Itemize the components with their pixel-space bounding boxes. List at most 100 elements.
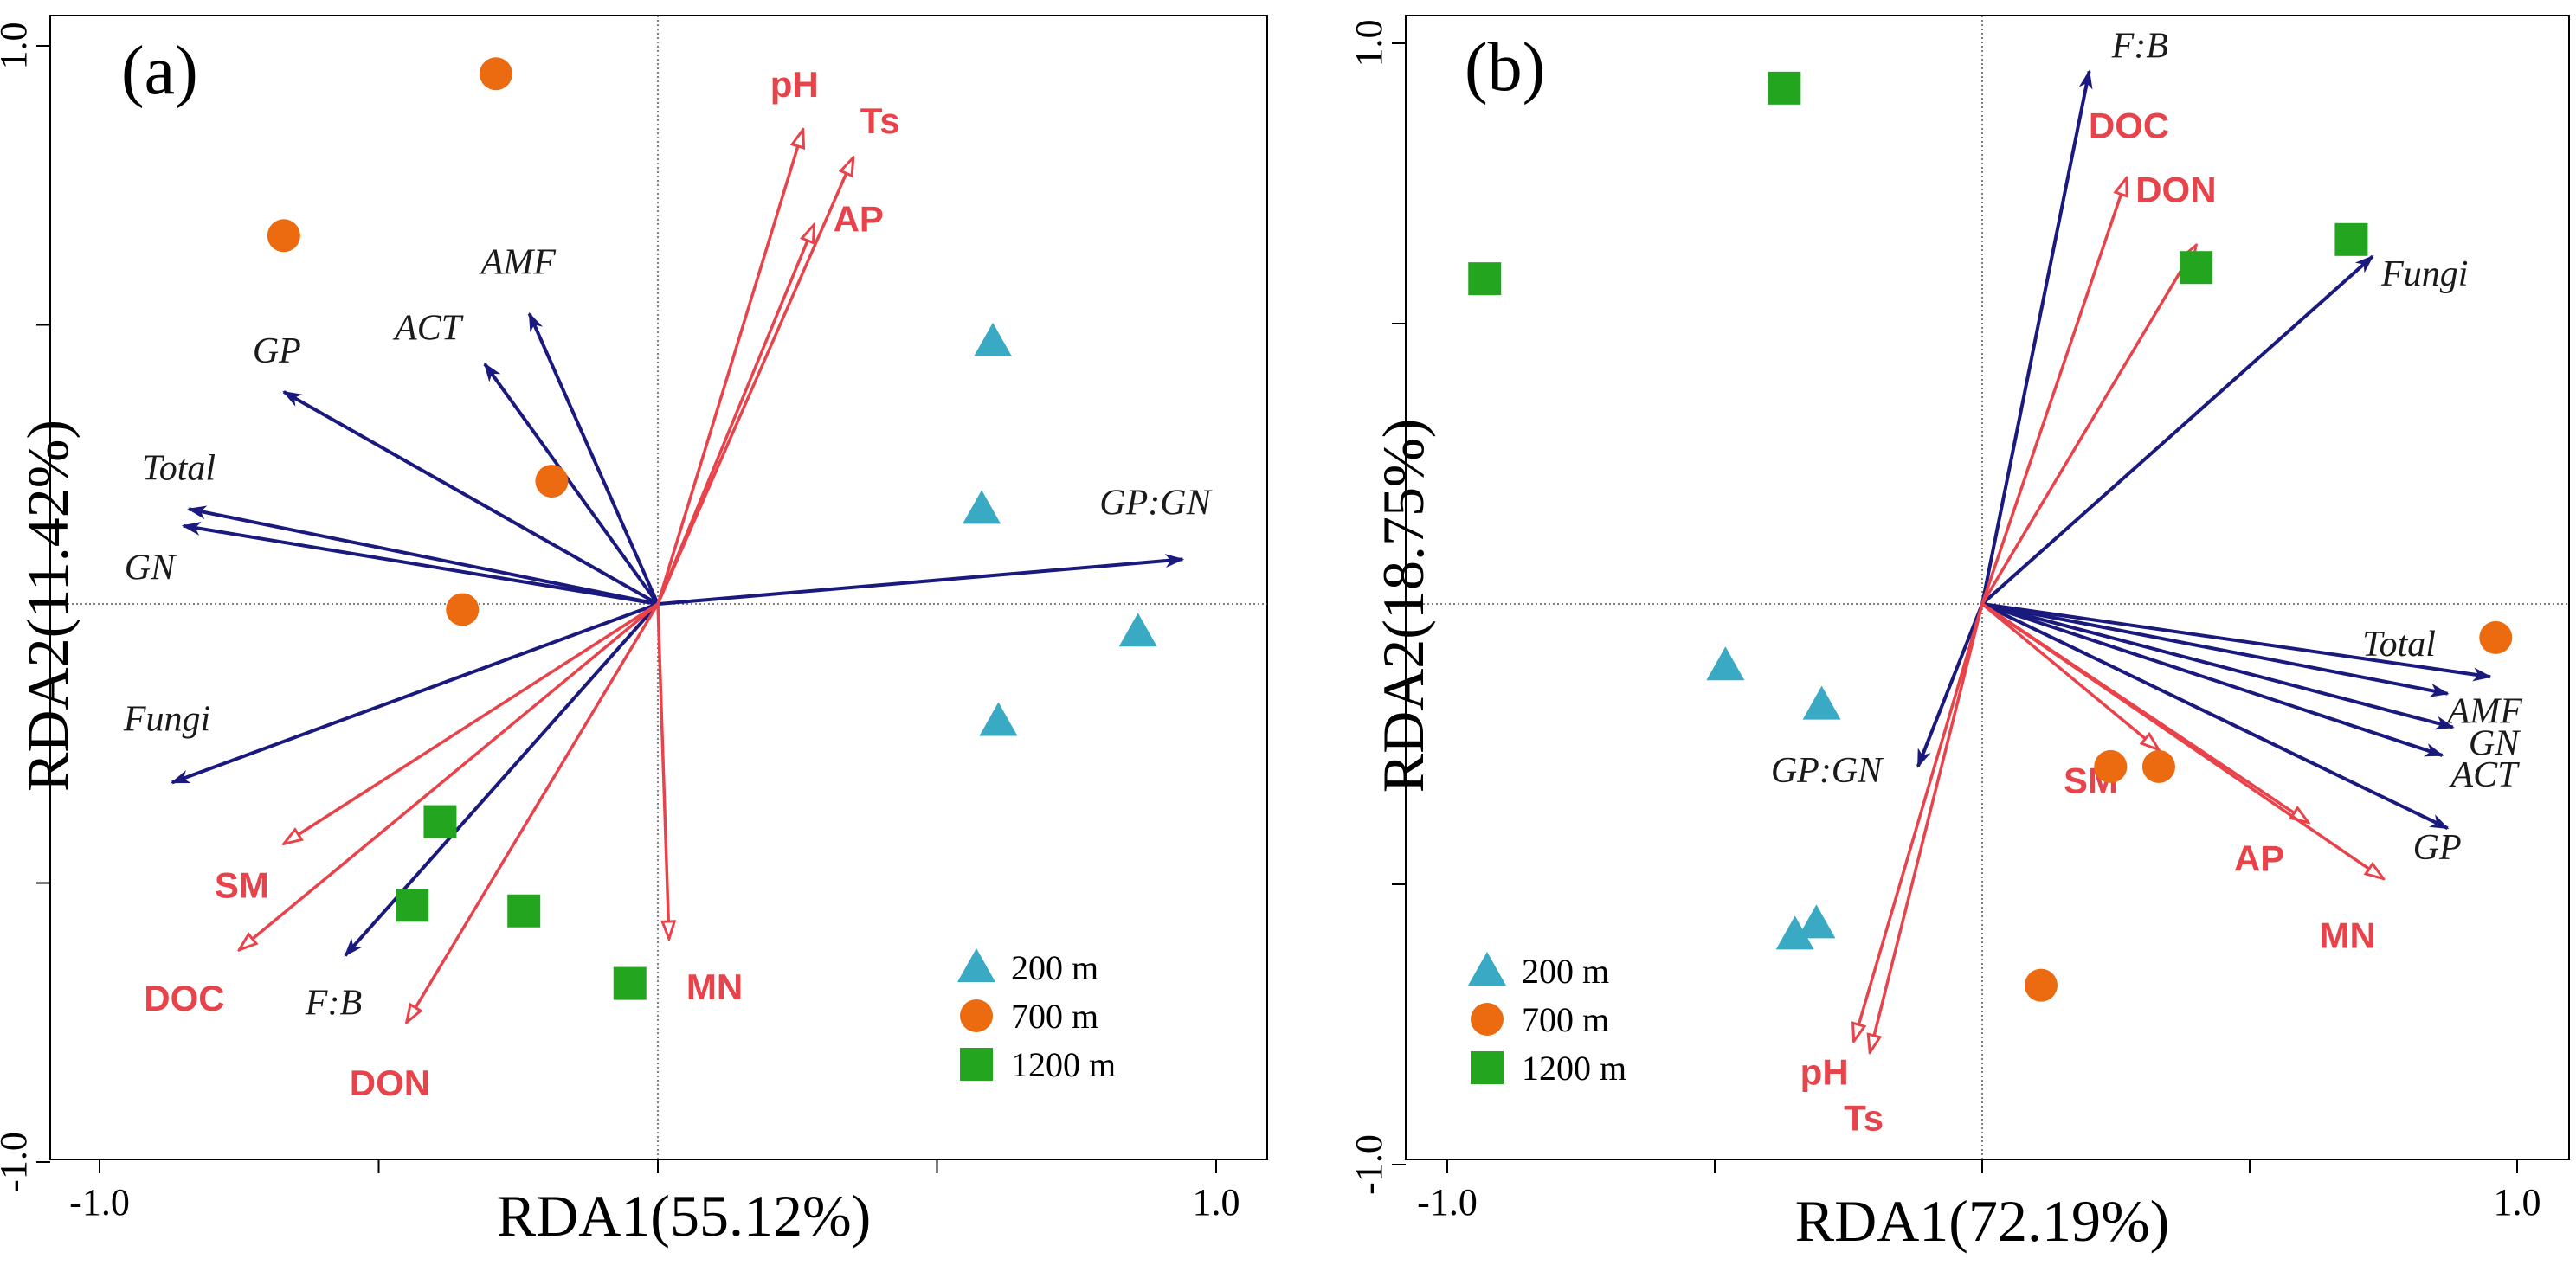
species-vector-gp-gn [1916, 603, 1984, 768]
env-vector-ap [656, 224, 815, 605]
sample-point-700-m [446, 593, 480, 626]
species-vector-label: F:B [2111, 26, 2168, 66]
env-vector-label: DON [2135, 169, 2216, 209]
species-vector-label: GP:GN [1099, 483, 1212, 523]
species-vector-total [187, 505, 659, 606]
env-vector-ph [1854, 603, 1984, 1041]
species-vector-label: GP [2413, 828, 2462, 868]
legend-marker-200-m [957, 948, 995, 982]
species-vector-amf [1981, 602, 2450, 697]
env-vector-label: MN [686, 966, 743, 1007]
panel-a: -1.0 1.0 -1.0 1.0 RDA1(55.12%) RDA2(11.42%) (a… [0, 15, 1268, 1249]
sample-point-700-m [2479, 620, 2513, 654]
env-vector-doc [1980, 178, 2127, 605]
species-vector-gp-gn [657, 554, 1185, 606]
sample-point-700-m [479, 57, 512, 91]
panel-label: (b) [1465, 29, 1545, 106]
sample-point-700-m [267, 219, 300, 253]
legend-label: 1200 m [1522, 1049, 1626, 1088]
species-vector-f-b [344, 602, 660, 957]
sample-point-1200-m [2334, 222, 2368, 256]
env-vector-doc [239, 602, 660, 950]
x-axis-title: RDA1(55.12%) [497, 1183, 872, 1249]
env-vector-don [407, 603, 660, 1023]
legend-label: 1200 m [1011, 1045, 1116, 1084]
x-tick-label: 1.0 [1193, 1181, 1240, 1223]
species-vector-fungi [1980, 254, 2374, 606]
env-vector-mn [1981, 602, 2384, 879]
sample-point-200-m [1706, 646, 1745, 681]
env-vector-label: MN [2320, 915, 2376, 956]
species-vector-gp [1981, 602, 2450, 831]
legend-label: 700 m [1011, 997, 1098, 1036]
species-vector-label: ACT [2448, 755, 2520, 795]
species-vector-label: Fungi [123, 699, 210, 739]
sample-point-700-m [2024, 968, 2058, 1002]
sample-point-1200-m [396, 889, 429, 922]
env-vector-label: DOC [144, 978, 224, 1018]
sample-point-1200-m [507, 894, 541, 928]
env-vector-label: DOC [2089, 106, 2169, 146]
species-vector-label: Total [2362, 625, 2436, 665]
y-axis-title: RDA2(11.42%) [15, 420, 80, 792]
y-axis-title: RDA2(18.75%) [1370, 419, 1436, 793]
sample-point-700-m [2094, 749, 2128, 783]
env-vector-label: AP [834, 198, 884, 239]
sample-point-1200-m [423, 805, 457, 838]
x-tick-label: -1.0 [1417, 1181, 1478, 1223]
species-vector-act [1981, 602, 2444, 757]
species-vector-f-b [1980, 69, 2093, 605]
legend-marker-700-m [960, 999, 993, 1032]
legend-label: 700 m [1522, 1000, 1609, 1039]
species-vector-label: AMF [479, 243, 557, 283]
env-vector-label: DON [350, 1063, 430, 1103]
env-vector-ph [656, 130, 803, 605]
species-vector-act [483, 363, 660, 606]
sample-point-200-m [974, 322, 1012, 356]
legend-marker-200-m [1468, 952, 1506, 986]
species-vector-label: GN [2469, 724, 2521, 764]
species-vector-label: GN [125, 549, 177, 588]
env-vector-don [1980, 245, 2196, 605]
y-tick-label: -1.0 [0, 1132, 35, 1192]
env-vector-label: Ts [1844, 1097, 1884, 1138]
sample-point-200-m [979, 702, 1018, 736]
legend-label: 200 m [1011, 948, 1098, 987]
sample-point-700-m [2141, 749, 2175, 783]
sample-point-200-m [1797, 904, 1836, 939]
sample-point-200-m [1802, 685, 1841, 720]
species-vector-label: Fungi [2380, 254, 2468, 294]
sample-point-1200-m [1468, 262, 1502, 296]
env-vector-label: pH [770, 64, 819, 105]
species-vector-gn [181, 522, 659, 606]
panel-label: (a) [121, 33, 198, 109]
species-vector-label: GP [253, 331, 301, 371]
legend-marker-1200-m [1471, 1051, 1504, 1084]
sample-point-1200-m [2180, 251, 2213, 285]
sample-point-200-m [1775, 915, 1814, 950]
y-tick-label: 1.0 [1348, 20, 1390, 67]
species-vector-gp [282, 390, 659, 606]
legend-marker-1200-m [960, 1048, 993, 1081]
species-vector-amf [527, 311, 660, 605]
species-vector-fungi [170, 602, 659, 785]
x-tick-label: 1.0 [2494, 1181, 2541, 1223]
y-tick-label: -1.0 [1348, 1134, 1390, 1195]
env-vector-ts [656, 157, 853, 605]
plot-frame [49, 15, 1268, 1160]
env-vector-label: Ts [860, 100, 900, 141]
x-axis-title: RDA1(72.19%) [1795, 1188, 2170, 1254]
env-vector-label: AP [2234, 838, 2284, 879]
plot-frame [1405, 15, 2570, 1160]
species-vector-label: Total [142, 448, 216, 488]
y-tick-label: 1.0 [0, 22, 35, 70]
env-vector-ts [1870, 603, 1984, 1052]
species-vector-label: GP:GN [1771, 751, 1884, 791]
sample-point-200-m [963, 490, 1001, 524]
x-tick-label: -1.0 [69, 1181, 130, 1223]
env-vector-sm [1980, 602, 2159, 749]
species-vector-label: ACT [392, 309, 464, 349]
species-vector-gn [1981, 602, 2455, 730]
sample-point-700-m [535, 465, 569, 498]
